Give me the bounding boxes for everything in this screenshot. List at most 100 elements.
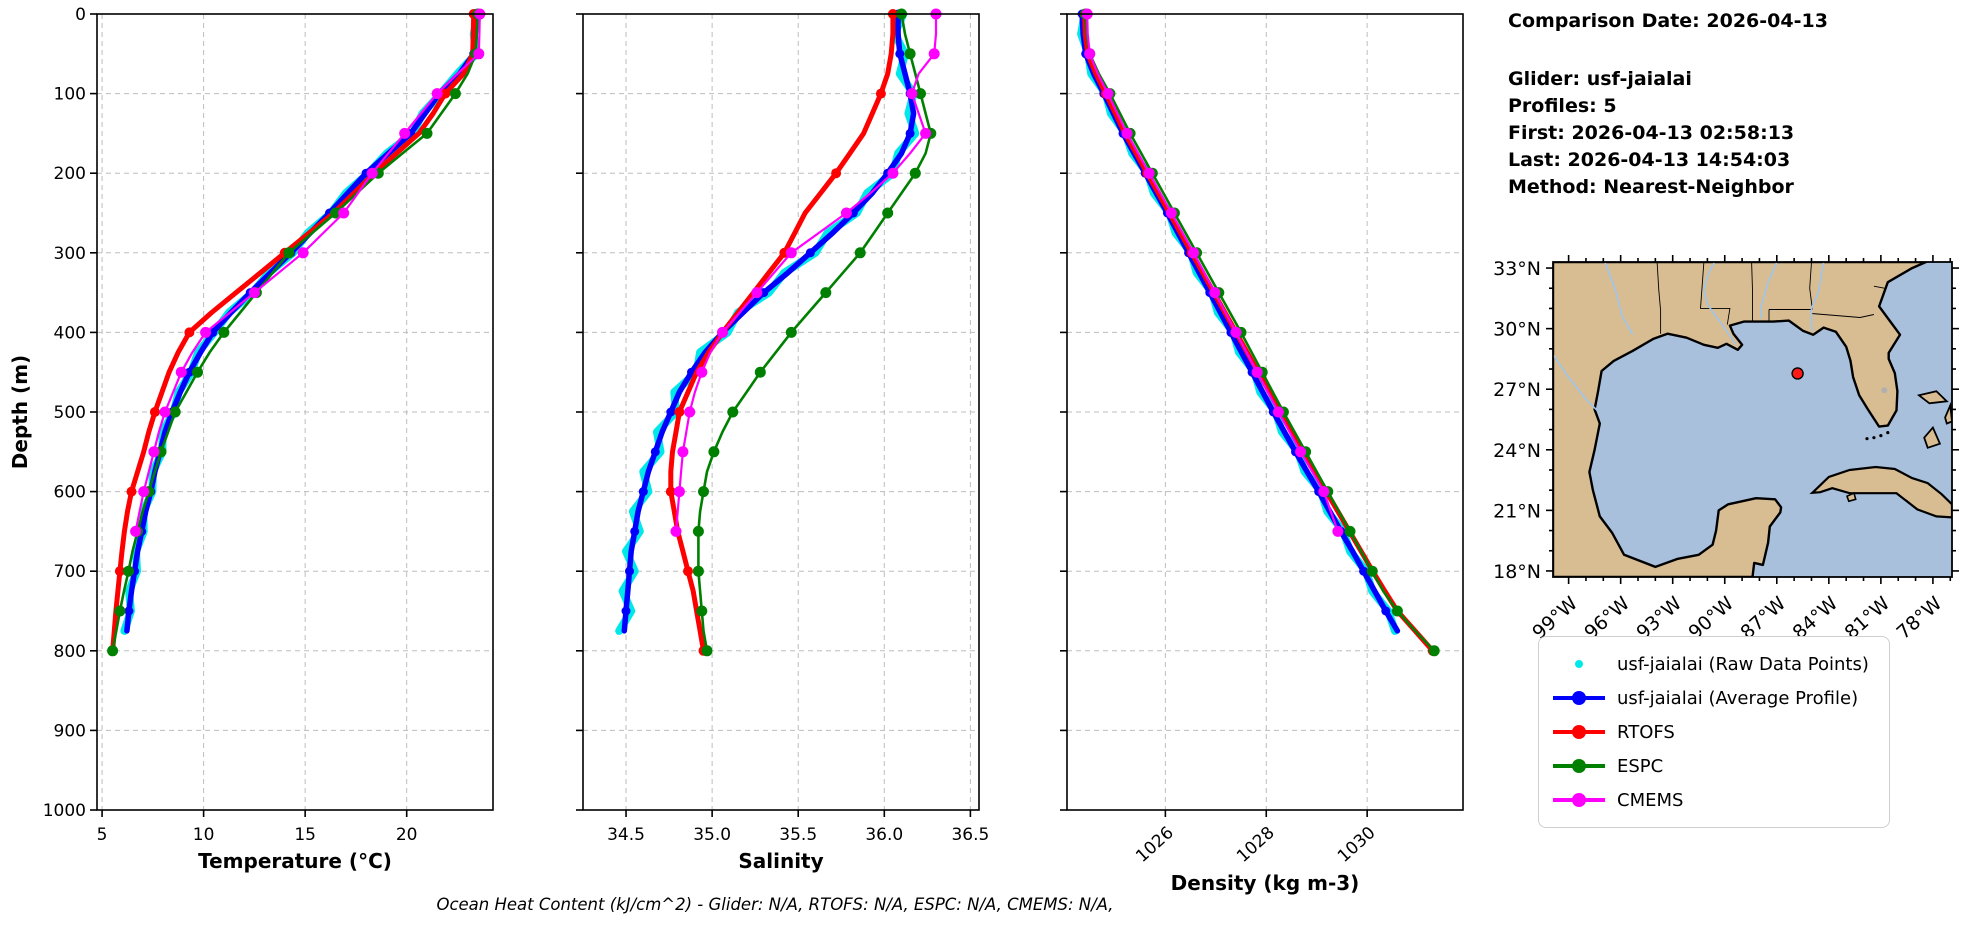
series-usf-jaialai-raw-data-points--line [615, 10, 920, 635]
map-land [1553, 262, 1952, 577]
map-lat-label: 18°N [1493, 561, 1541, 583]
state-border [1811, 313, 1874, 318]
comparison-date: Comparison Date: 2026-04-13 [1508, 10, 1828, 32]
series-usf-jaialai-average-profile--markers [621, 9, 915, 616]
isla-juventud [1845, 492, 1857, 503]
depth-tick-label: 0 [75, 5, 86, 25]
depth-tick-label: 600 [54, 483, 86, 503]
river [1810, 262, 1825, 332]
legend-swatch [1553, 655, 1605, 673]
legend-item-espc: ESPC [1553, 749, 1875, 783]
florida-keys [1886, 431, 1890, 435]
map-lat-label: 30°N [1493, 319, 1541, 341]
depth-tick-label: 800 [54, 642, 86, 662]
series-cmems-line [674, 12, 938, 533]
florida-keys [1865, 437, 1869, 441]
legend-label: usf-jaialai (Average Profile) [1617, 687, 1859, 709]
legend-label: ESPC [1617, 755, 1664, 777]
profiles-count: Profiles: 5 [1508, 95, 1617, 117]
cuba-landmass [1809, 465, 1952, 519]
xtick-label: 10 [193, 825, 215, 845]
depth-tick-label: 900 [54, 721, 86, 741]
series-usf-jaialai-average-profile--markers [124, 9, 481, 616]
legend-label: RTOFS [1617, 721, 1675, 743]
xaxis-title: Salinity [738, 849, 823, 873]
last-profile-time: Last: 2026-04-13 14:54:03 [1508, 149, 1791, 171]
xtick-label: 5 [97, 825, 108, 845]
legend-swatch [1553, 791, 1605, 809]
xtick-label: 1028 [1233, 823, 1279, 867]
yaxis-title: Depth (m) [8, 355, 32, 469]
xaxis-title: Density (kg m-3) [1171, 871, 1360, 895]
legend-label: usf-jaialai (Raw Data Points) [1617, 653, 1869, 675]
legend-swatch [1553, 689, 1605, 707]
series-cmems-markers [130, 8, 486, 537]
map-lon-label: 78°W [1893, 592, 1947, 644]
xtick-label: 35.0 [693, 825, 731, 845]
depth-tick-label: 1000 [43, 801, 86, 821]
series-cmems-line [134, 12, 481, 533]
depth-tick-label: 700 [54, 562, 86, 582]
river [1760, 262, 1778, 319]
map-lat-label: 24°N [1493, 440, 1541, 462]
map-ticks [1546, 255, 1959, 584]
legend-item-rtofs: RTOFS [1553, 715, 1875, 749]
state-border [1751, 262, 1753, 322]
legend-item-cmems: CMEMS [1553, 783, 1875, 817]
xtick-label: 1030 [1334, 823, 1380, 867]
river [1604, 262, 1634, 336]
xtick-label: 36.5 [951, 825, 989, 845]
series-usf-jaialai-average-profile--line [124, 11, 479, 634]
map-frame [1552, 261, 1953, 578]
xtick-label: 36.0 [865, 825, 903, 845]
legend-label: CMEMS [1617, 789, 1684, 811]
state-border [1873, 285, 1885, 289]
bahamas-island [1923, 425, 1942, 449]
depth-tick-label: 300 [54, 244, 86, 264]
xtick-label: 15 [294, 825, 316, 845]
florida-keys [1872, 436, 1876, 440]
lake-okeechobee [1881, 387, 1888, 394]
river [1553, 354, 1598, 411]
plot-0: 5 10 15 2001002003004005006007008009001000T… [43, 5, 494, 873]
legend-swatch [1553, 757, 1605, 775]
plot-1: 34.5 35.0 35.5 36.0 36.5 Salinity [576, 8, 989, 873]
series-usf-jaialai-average-profile--line [621, 11, 917, 634]
map-lat-label: 27°N [1493, 379, 1541, 401]
gulf-of-mexico-map: 18°N21°N24°N27°N30°N33°N99°W96°W93°W90°W… [1493, 255, 1959, 644]
state-border [1809, 262, 1813, 310]
glider-name: Glider: usf-jaialai [1508, 68, 1692, 90]
series-usf-jaialai-raw-data-points--line [120, 10, 482, 635]
legend-swatch [1553, 723, 1605, 741]
depth-tick-label: 400 [54, 323, 86, 343]
xaxis-title: Temperature (°C) [198, 849, 392, 873]
xtick-label: 35.5 [779, 825, 817, 845]
plot-2: 1026 1028 1030 Density (kg m-3) [1060, 8, 1464, 895]
xtick-label: 34.5 [607, 825, 645, 845]
north-america-landmass [1553, 262, 1928, 577]
ohc-footer: Ocean Heat Content (kJ/cm^2) - Glider: N… [436, 895, 1114, 914]
glider-location-marker [1791, 367, 1804, 380]
florida-keys [1879, 434, 1883, 438]
info-panel: Comparison Date: 2026-04-13 Glider: usf-… [1508, 8, 1828, 201]
bahamas-island [1916, 390, 1949, 405]
xtick-label: 20 [396, 825, 418, 845]
depth-tick-label: 500 [54, 403, 86, 423]
series-espc-line [697, 12, 933, 653]
legend-item-usf-jaialai-raw-data-points-: usf-jaialai (Raw Data Points) [1553, 647, 1875, 681]
river [1703, 262, 1737, 346]
map-lat-label: 21°N [1493, 500, 1541, 522]
depth-tick-label: 200 [54, 164, 86, 184]
series-usf-jaialai-average-profile--line [1079, 11, 1401, 634]
series-cmems-markers [1081, 8, 1344, 537]
map-lat-label: 33°N [1493, 258, 1541, 280]
chart-legend: usf-jaialai (Raw Data Points) usf-jaialai… [1538, 636, 1890, 828]
profile-plots: 5 10 15 2001002003004005006007008009001000T… [8, 5, 1464, 895]
series-espc-markers [692, 8, 937, 657]
depth-tick-label: 100 [54, 85, 86, 105]
series-rtofs-line [110, 11, 477, 654]
bahamas-island [1944, 401, 1952, 425]
series-cmems-line [1086, 12, 1340, 533]
legend-item-usf-jaialai-average-profile-: usf-jaialai (Average Profile) [1553, 681, 1875, 715]
